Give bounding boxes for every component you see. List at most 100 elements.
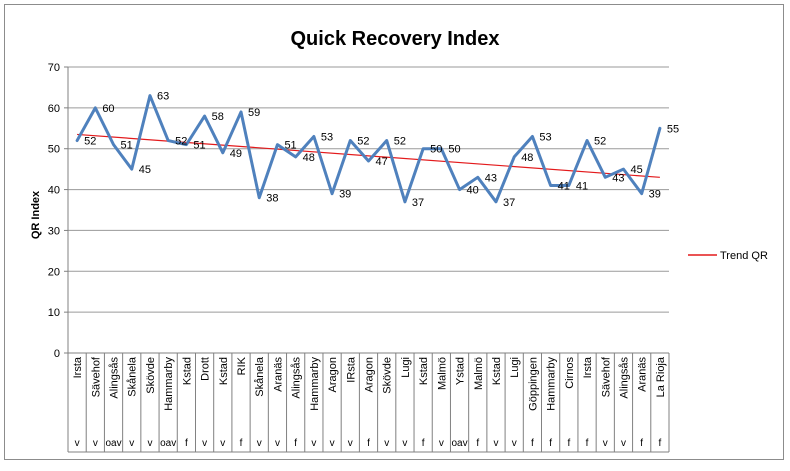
x-category-label: Aranäs bbox=[272, 357, 284, 392]
x-category-label: Sävehof bbox=[600, 356, 612, 397]
x-category-label: Skånela bbox=[127, 356, 139, 397]
x-subcategory-label: v bbox=[220, 438, 225, 449]
x-category-label: IRsta bbox=[345, 356, 357, 383]
x-subcategory-label: v bbox=[439, 438, 444, 449]
data-label: 63 bbox=[157, 91, 169, 103]
y-axis-ticks: 0 10 20 30 40 50 60 70 bbox=[48, 62, 60, 360]
x-subcategory-label: v bbox=[330, 438, 335, 449]
data-labels: 52 60 51 45 63 52 51 58 49 59 38 51 48 53 39 52 47 52 37 50… bbox=[84, 91, 679, 209]
x-subcategory-label: v bbox=[147, 438, 152, 449]
data-label: 52 bbox=[84, 136, 96, 148]
data-label: 51 bbox=[121, 140, 133, 152]
x-subcategory-label: f bbox=[567, 438, 570, 449]
grid-lines bbox=[64, 66, 669, 354]
x-category-label: Irsta bbox=[582, 356, 594, 378]
chart-svg: Quick Recovery Index QR Index 0102030405… bbox=[30, 28, 768, 453]
y-tick-label: 30 bbox=[48, 225, 60, 237]
x-subcategory-label: v bbox=[621, 438, 626, 449]
chart-frame: Quick Recovery Index QR Index 0 10 20 30 40 5… bbox=[4, 4, 784, 460]
x-category-label: Kstad bbox=[181, 357, 193, 385]
data-label: 50 bbox=[430, 144, 442, 156]
x-subcategory-label: v bbox=[402, 438, 407, 449]
x-subcategory-label: oav bbox=[105, 438, 121, 449]
x-subcategory-label: v bbox=[129, 438, 134, 449]
y-tick-label: 50 bbox=[48, 144, 60, 156]
x-subcategory-label: f bbox=[240, 438, 243, 449]
x-category-label: Aragon bbox=[327, 357, 339, 392]
y-tick-label: 70 bbox=[48, 62, 60, 74]
x-subcategory-label: f bbox=[422, 438, 425, 449]
x-category-label: Skövde bbox=[382, 357, 394, 394]
data-label: 50 bbox=[448, 144, 460, 156]
x-subcategory-label: oav bbox=[160, 438, 176, 449]
x-category-label: Malmö bbox=[436, 357, 448, 390]
x-subcategory-label: oav bbox=[451, 438, 467, 449]
x-category-label: Irsta bbox=[72, 356, 84, 378]
x-subcategory-label: v bbox=[603, 438, 608, 449]
data-label: 60 bbox=[102, 103, 114, 115]
x-category-label: Hammarby bbox=[309, 357, 321, 411]
data-label: 55 bbox=[667, 123, 679, 135]
y-tick-label: 60 bbox=[48, 103, 60, 115]
data-label: 41 bbox=[558, 180, 570, 192]
data-label: 49 bbox=[230, 148, 242, 160]
x-subcategory-label: v bbox=[384, 438, 389, 449]
x-category-label: Kstad bbox=[418, 357, 430, 385]
x-subcategory-label: f bbox=[294, 438, 297, 449]
x-axis-categories: Irsta v Sävehof v Alingsås oav Skånela v Skövde v… bbox=[67, 353, 670, 453]
data-label: 39 bbox=[339, 189, 351, 201]
y-tick-label: 40 bbox=[48, 185, 60, 197]
x-subcategory-label: f bbox=[640, 438, 643, 449]
y-tick-label: 10 bbox=[48, 307, 60, 319]
legend: Trend QR bbox=[688, 250, 768, 262]
data-label: 53 bbox=[539, 131, 551, 143]
x-category-label: Kstad bbox=[218, 357, 230, 385]
x-subcategory-label: f bbox=[367, 438, 370, 449]
legend-label-trend: Trend QR bbox=[720, 250, 768, 262]
data-label: 51 bbox=[284, 140, 296, 152]
data-label: 40 bbox=[467, 185, 479, 197]
x-category-label: Hammarby bbox=[163, 357, 175, 411]
data-label: 52 bbox=[175, 136, 187, 148]
data-label: 45 bbox=[139, 164, 151, 176]
x-subcategory-label: v bbox=[93, 438, 98, 449]
data-label: 48 bbox=[303, 152, 315, 164]
data-label: 53 bbox=[321, 131, 333, 143]
x-subcategory-label: f bbox=[659, 438, 662, 449]
x-category-label: Alingsås bbox=[291, 357, 303, 399]
data-label: 48 bbox=[521, 152, 533, 164]
x-subcategory-label: v bbox=[202, 438, 207, 449]
x-subcategory-label: v bbox=[512, 438, 517, 449]
x-category-label: Skånela bbox=[254, 356, 266, 397]
data-label: 52 bbox=[394, 136, 406, 148]
x-category-label: La Rioja bbox=[655, 356, 667, 397]
series-polyline bbox=[75, 94, 662, 204]
x-subcategory-label: f bbox=[531, 438, 534, 449]
x-category-label: Hammarby bbox=[546, 357, 558, 411]
data-label: 41 bbox=[576, 180, 588, 192]
data-label: 37 bbox=[503, 197, 515, 209]
x-subcategory-label: f bbox=[586, 438, 589, 449]
data-label: 58 bbox=[212, 111, 224, 123]
y-tick-label: 20 bbox=[48, 266, 60, 278]
x-category-label: Lugi bbox=[400, 357, 412, 378]
x-category-label: Aranäs bbox=[637, 357, 649, 392]
data-label: 43 bbox=[612, 172, 624, 184]
x-category-label: RIK bbox=[236, 356, 248, 375]
x-subcategory-label: v bbox=[257, 438, 262, 449]
x-category-label: Ystad bbox=[455, 357, 467, 385]
data-label: 43 bbox=[485, 172, 497, 184]
x-subcategory-label: f bbox=[549, 438, 552, 449]
x-subcategory-label: v bbox=[275, 438, 280, 449]
x-category-label: Cirnos bbox=[564, 357, 576, 389]
x-category-label: Malmö bbox=[473, 357, 485, 390]
data-label: 59 bbox=[248, 107, 260, 119]
data-label: 52 bbox=[594, 136, 606, 148]
x-category-label: Alingsås bbox=[618, 357, 630, 399]
data-label: 39 bbox=[649, 189, 661, 201]
x-category-label: Kstad bbox=[491, 357, 503, 385]
x-subcategory-label: v bbox=[493, 438, 498, 449]
x-category-label: Göppingen bbox=[527, 357, 539, 411]
series-line bbox=[75, 94, 662, 204]
x-category-label: Skövde bbox=[145, 357, 157, 394]
